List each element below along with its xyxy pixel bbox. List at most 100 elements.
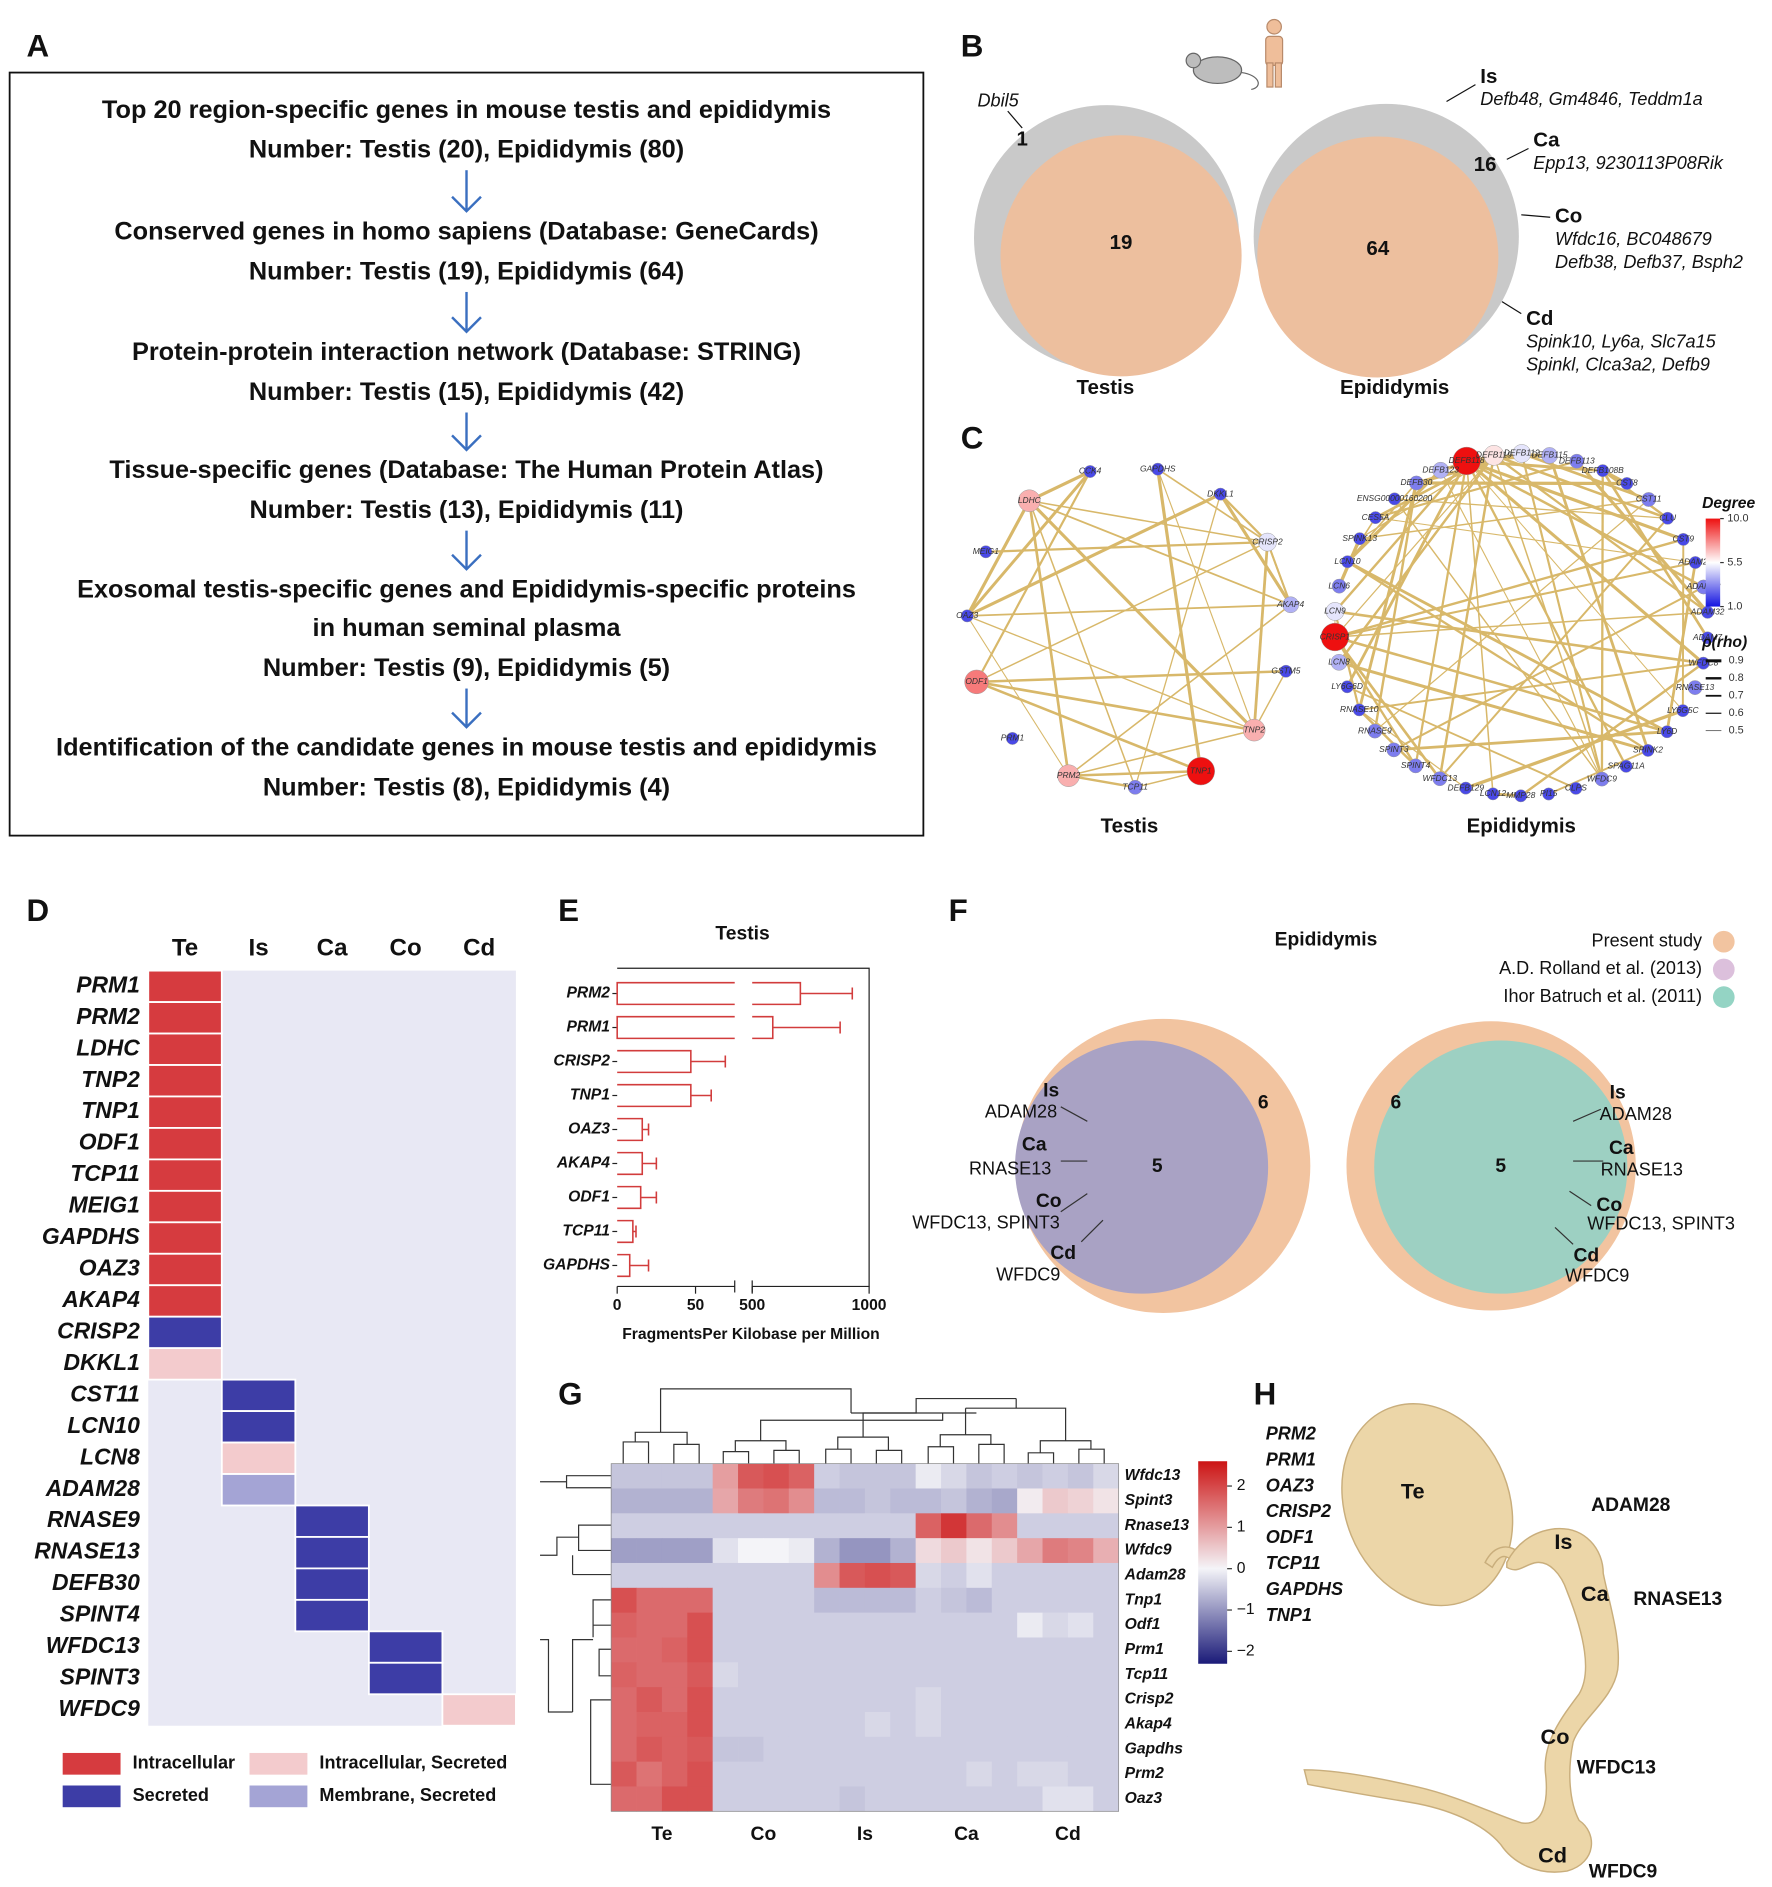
heat-cell [788, 1488, 815, 1514]
count: 1 [1017, 127, 1028, 150]
colorbar-tick-label: 1 [1237, 1519, 1246, 1536]
flow-step-text: Protein-protein interaction network (Dat… [132, 338, 801, 366]
heat-cell [1067, 1463, 1094, 1489]
heat-cell [1093, 1587, 1120, 1614]
bar [617, 1185, 642, 1210]
network-node [1687, 680, 1703, 695]
network-edge [1359, 662, 1704, 711]
location-cell [147, 1189, 223, 1224]
heat-cell [611, 1662, 637, 1688]
heat-cell [1017, 1786, 1043, 1812]
network-edge [1393, 498, 1603, 780]
network-edge [966, 492, 1222, 618]
flow-step-text: Number: Testis (9), Epididymis (5) [263, 654, 670, 682]
legend-label: Membrane, Secreted [319, 1785, 496, 1805]
location-cell [147, 1347, 223, 1381]
region-genes: ADAM28 [985, 1102, 1057, 1122]
gene-label: LDHC [76, 1034, 140, 1060]
network-node [1688, 556, 1702, 569]
gene-label: PRM1 [1266, 1449, 1316, 1469]
heat-cell [814, 1761, 840, 1787]
region-name: Is [1610, 1083, 1626, 1104]
heat-cell [738, 1786, 764, 1812]
network-edge [1338, 454, 1495, 663]
network-edge [1068, 604, 1292, 777]
node-label: CLU [1659, 513, 1677, 523]
heat-cell [1067, 1587, 1094, 1614]
network-edge [1521, 452, 1650, 501]
network-edge [1373, 482, 1418, 732]
location-cell [147, 1221, 223, 1255]
heat-cell [1017, 1736, 1043, 1762]
flow-arrow-head [451, 195, 482, 213]
heat-cell [763, 1687, 790, 1713]
region-genes: WFDC9 [1565, 1266, 1629, 1286]
node-label: AKAP4 [1276, 599, 1304, 609]
heat-cell [738, 1538, 764, 1564]
location-cell [147, 969, 223, 1003]
heat-cell [788, 1562, 815, 1589]
region-name: Co [1596, 1195, 1622, 1216]
gene-label: PRM1 [76, 971, 140, 997]
network-node [1676, 533, 1690, 546]
network-node [1330, 654, 1348, 671]
heat-cell [915, 1761, 942, 1787]
network-edge [1334, 635, 1668, 733]
network-node [1486, 787, 1500, 801]
network-edge [1028, 499, 1291, 606]
heat-cell [966, 1612, 993, 1638]
network-edge [1252, 542, 1269, 731]
heat-cell [890, 1488, 917, 1514]
heat-cell [890, 1736, 917, 1762]
location-cell [294, 1567, 370, 1601]
leader [1572, 1108, 1602, 1122]
heat-cell [738, 1513, 764, 1539]
heat-cell [1017, 1711, 1043, 1738]
column-label: Ca [954, 1824, 979, 1845]
heat-cell [661, 1538, 688, 1564]
location-cell [147, 1001, 223, 1035]
legend-label: Present study [1592, 930, 1703, 950]
count: 16 [1474, 153, 1497, 176]
heat-cell [1042, 1612, 1069, 1638]
region-genes: Spink10, Ly6a, Slc7a15 [1526, 331, 1717, 351]
legend-label: Intracellular [133, 1753, 235, 1773]
network-edge [1028, 499, 1256, 732]
heat-cell [636, 1513, 663, 1539]
heat-cell [1017, 1612, 1043, 1638]
heat-frame [610, 1463, 1120, 1812]
y-tick-label: GAPDHS [543, 1257, 611, 1274]
region-name: Ca [1581, 1581, 1610, 1606]
network-edge [1575, 460, 1709, 614]
count: 5 [1152, 1156, 1163, 1177]
heat-cell [915, 1786, 942, 1812]
gene-label: LCN8 [80, 1443, 140, 1469]
region-name: Is [1480, 65, 1497, 88]
heat-cell [661, 1488, 688, 1514]
region-name: Co [1036, 1191, 1062, 1212]
heat-cell [915, 1736, 942, 1762]
error-bar [642, 1123, 650, 1136]
heat-cell [966, 1736, 993, 1762]
region-genes: Defb38, Defb37, Bsph2 [1555, 252, 1743, 272]
heat-cell [611, 1488, 637, 1514]
node-label: PRM1 [1001, 733, 1024, 743]
bar [617, 1083, 692, 1108]
heat-cell [839, 1488, 866, 1514]
leader [1007, 110, 1023, 129]
heat-cell [1017, 1562, 1043, 1589]
error-bar [642, 1157, 658, 1170]
legend-label: Ihor Batruch et al. (2011) [1503, 986, 1702, 1006]
heat-cell [1017, 1687, 1043, 1713]
network-edge [1334, 561, 1696, 639]
heat-cell [687, 1463, 714, 1489]
region-genes: Epp13, 9230113P08Rik [1533, 153, 1724, 173]
y-tick-label: TNP1 [570, 1087, 610, 1104]
flow-step-text: Conserved genes in homo sapiens (Databas… [114, 218, 818, 246]
heat-cell [1042, 1662, 1069, 1688]
column-label: Te [651, 1824, 672, 1845]
network-node [1541, 447, 1558, 464]
node-label: LY6G5C [1667, 705, 1699, 715]
node-label: DEFB129 [1447, 782, 1484, 792]
gene-label: CST11 [70, 1380, 140, 1406]
